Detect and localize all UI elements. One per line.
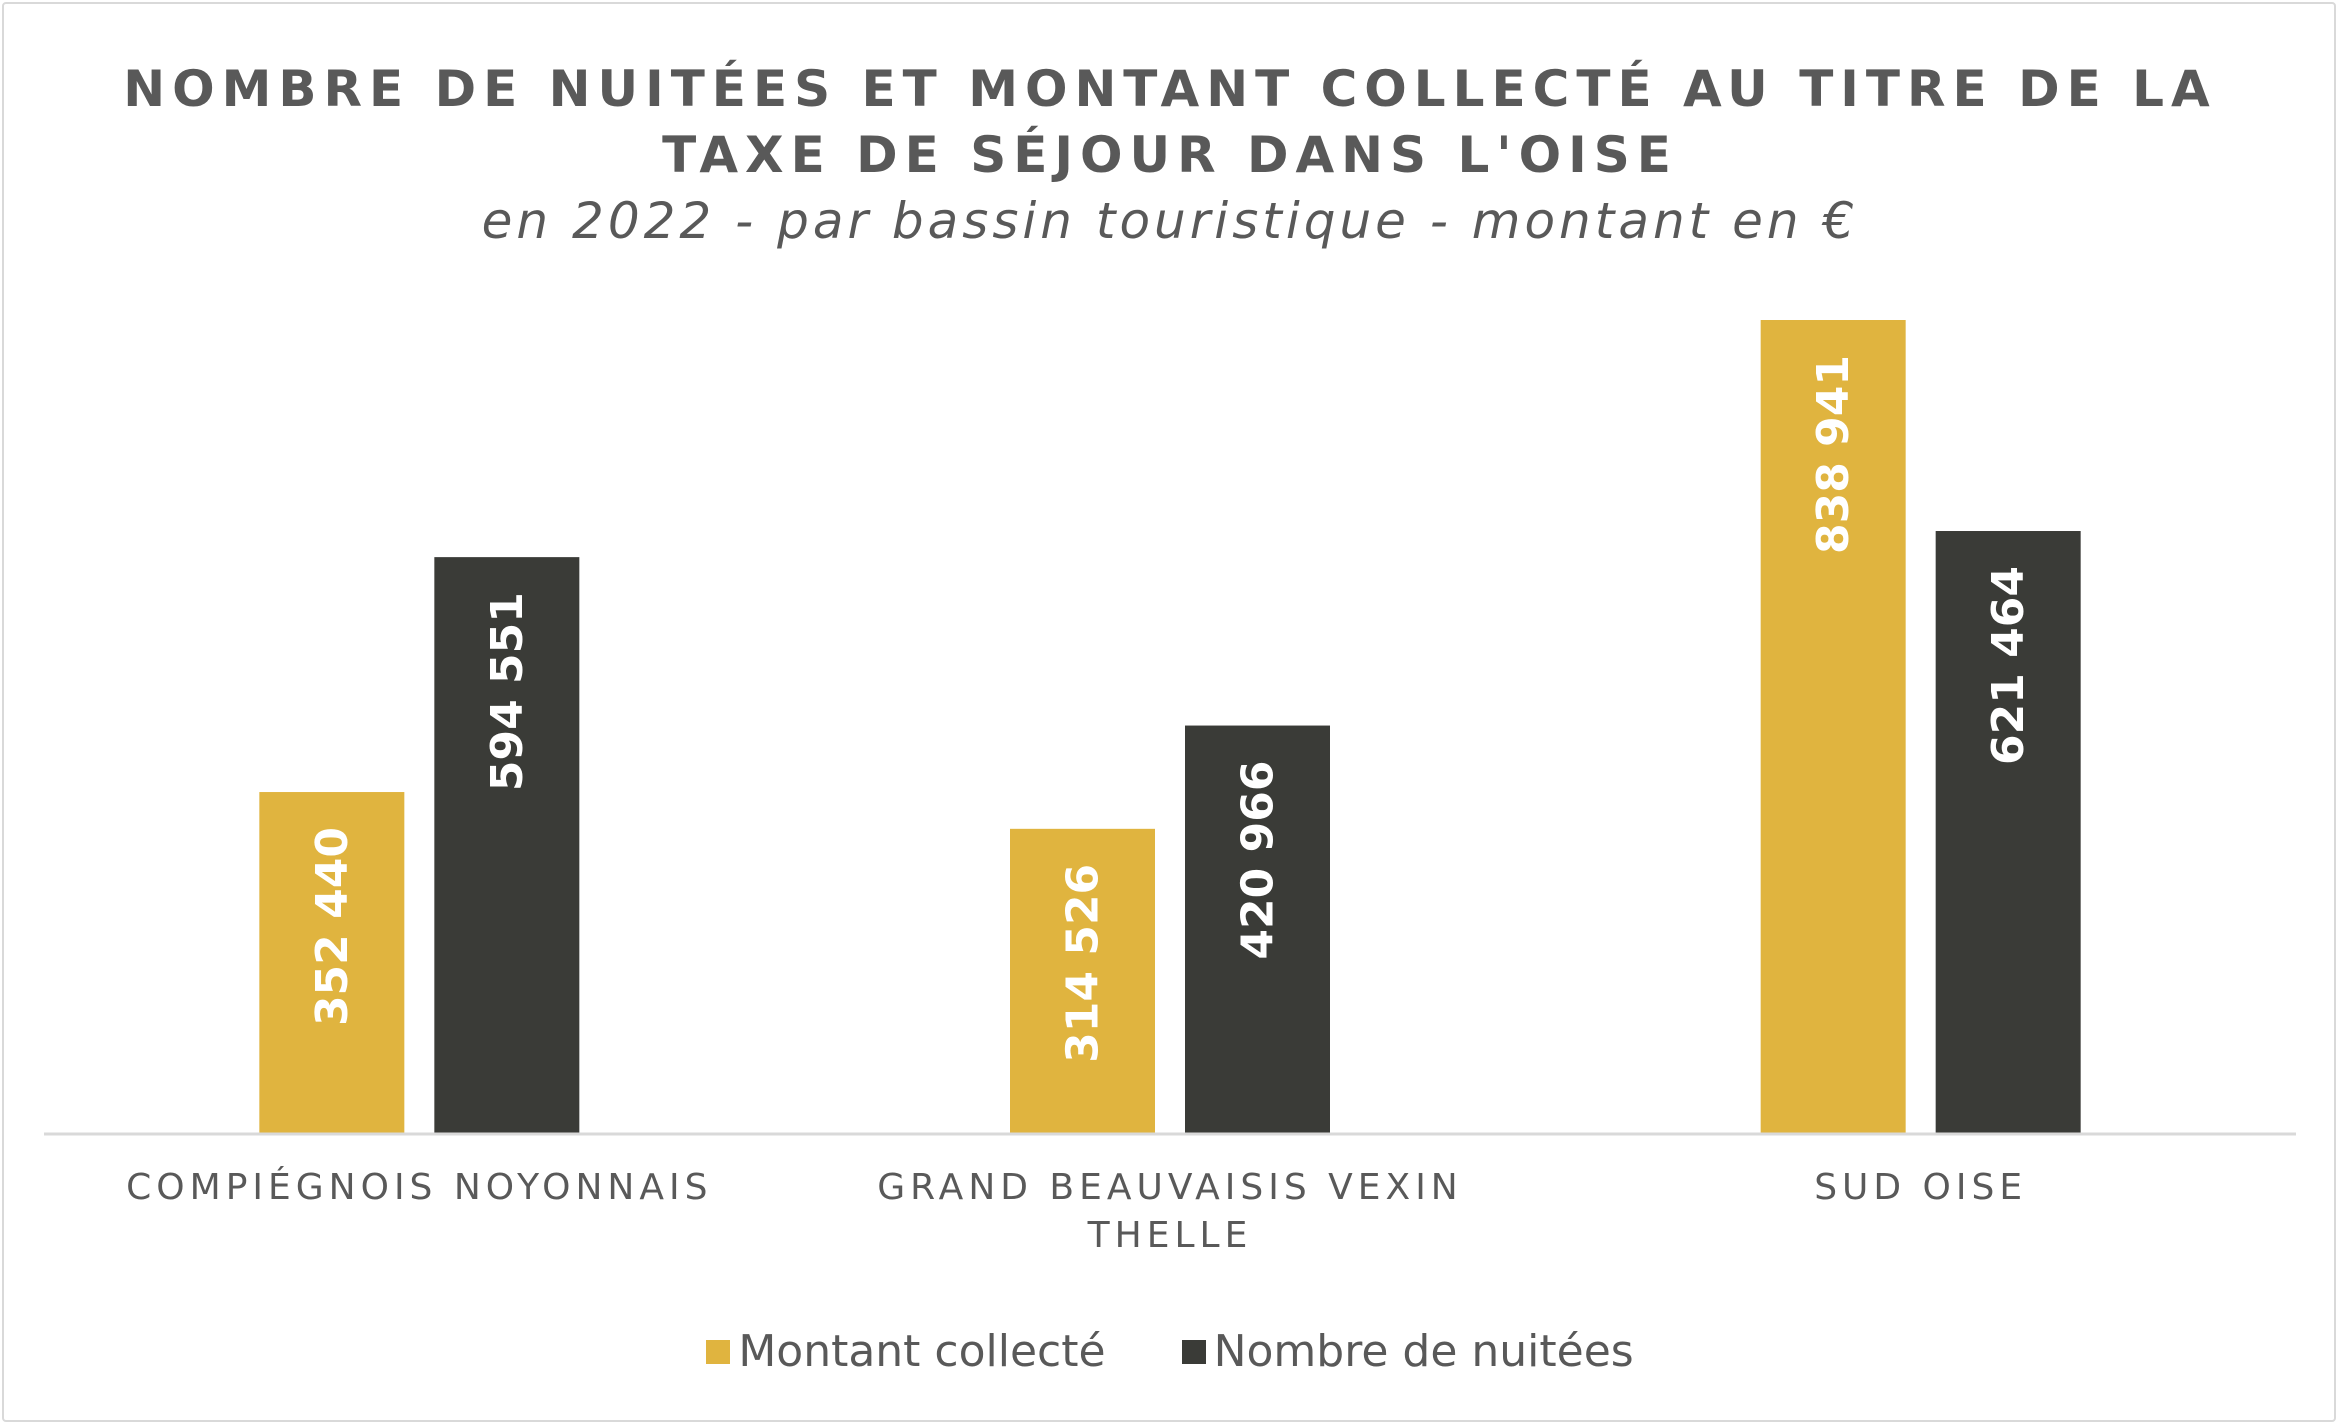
bar-montant-0 (259, 792, 405, 1134)
legend: Montant collecté Nombre de nuitées (0, 1326, 2340, 1377)
legend-item-nuitees: Nombre de nuitées (1181, 1326, 1634, 1377)
legend-swatch-nuitees (1181, 1339, 1206, 1364)
bar-nuitees-1 (1185, 725, 1330, 1134)
bar-nuitees-0 (434, 557, 580, 1134)
data-label-nuitees-0: 594 551 (482, 592, 533, 791)
chart-title-line-1: NOMBRE DE NUITÉES ET MONTANT COLLECTÉ AU… (123, 60, 2217, 118)
legend-swatch-montant (706, 1339, 731, 1364)
chart-title-line-2: TAXE DE SÉJOUR DANS L'OISE (662, 126, 1678, 184)
legend-label-montant: Montant collecté (738, 1326, 1106, 1377)
data-label-montant-2: 838 941 (1808, 355, 1859, 554)
x-tick-label-1: GRAND BEAUVAISIS VEXIN THELLE (810, 1164, 1530, 1260)
data-label-montant-1: 314 526 (1058, 864, 1109, 1063)
bar-nuitees-2 (1935, 531, 2081, 1134)
x-tick-label-1-line-1: THELLE (1087, 1215, 1253, 1256)
x-tick-label-1-line-0: GRAND BEAUVAISIS VEXIN (877, 1167, 1463, 1208)
x-tick-label-2-line-0: SUD OISE (1814, 1167, 2028, 1208)
bar-montant-1 (1010, 828, 1155, 1134)
legend-label-nuitees: Nombre de nuitées (1213, 1326, 1634, 1377)
data-label-nuitees-1: 420 966 (1233, 761, 1284, 960)
x-tick-label-2: SUD OISE (1561, 1164, 2281, 1212)
data-label-nuitees-2: 621 464 (1983, 566, 2034, 765)
x-tick-label-0-line-0: COMPIÉGNOIS NOYONNAIS (126, 1167, 713, 1208)
data-label-montant-0: 352 440 (307, 827, 358, 1026)
x-tick-label-0: COMPIÉGNOIS NOYONNAIS (59, 1164, 779, 1212)
bar-montant-2 (1760, 320, 1906, 1134)
chart-subtitle: en 2022 - par bassin touristique - monta… (481, 192, 1859, 250)
legend-item-montant: Montant collecté (706, 1326, 1106, 1377)
